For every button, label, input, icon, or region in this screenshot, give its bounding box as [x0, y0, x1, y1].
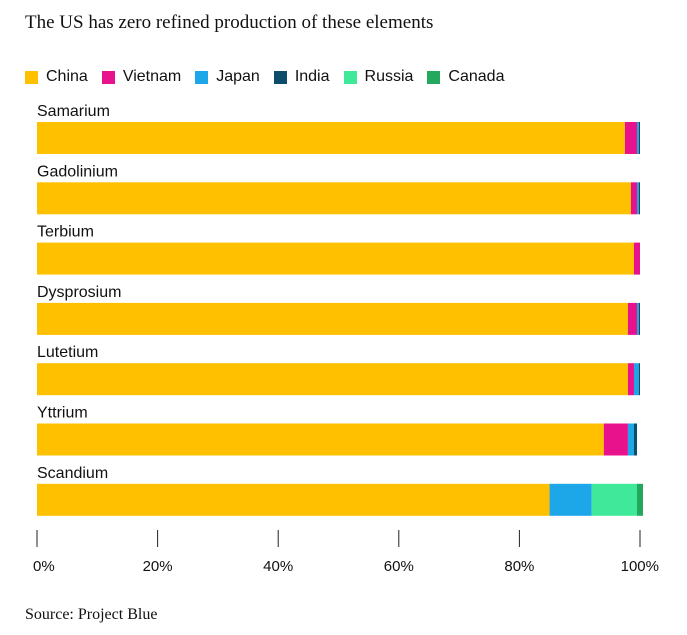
category-label-yttrium: Yttrium — [37, 405, 88, 422]
bar-terbium-china — [37, 242, 634, 275]
legend-swatch-india — [273, 70, 287, 84]
legend-item-canada: Canada — [427, 68, 504, 86]
bar-scandium-russia — [591, 483, 637, 516]
bar-chart: Samarium Gadolinium Terbium Dysprosium Lutet… — [33, 103, 659, 575]
bar-dysprosium-japan — [636, 302, 639, 335]
bar-samarium-china — [37, 122, 625, 154]
legend: China Vietnam Japan India Russia Canada — [25, 66, 518, 88]
legend-label-vietnam: Vietnam — [122, 68, 182, 85]
bar-gadolinium-china — [37, 182, 631, 215]
legend-label-japan: Japan — [216, 68, 260, 85]
x-tick-label-1: 20% — [143, 558, 173, 575]
x-tick-label-4: 80% — [504, 558, 534, 575]
x-tick-label-0: 0% — [33, 558, 55, 575]
bar-yttrium-vietnam — [603, 423, 628, 456]
bar-dysprosium-india — [638, 302, 640, 335]
category-label-scandium: Scandium — [37, 465, 108, 482]
bar-samarium-vietnam — [624, 122, 637, 154]
bar-gadolinium-vietnam — [630, 182, 637, 215]
bar-yttrium-china — [37, 423, 604, 456]
bar-scandium-china — [37, 483, 550, 516]
legend-swatch-china — [25, 70, 38, 84]
legend-item-russia: Russia — [343, 68, 414, 86]
x-tick-label-3: 60% — [384, 558, 414, 575]
legend-swatch-russia — [343, 70, 357, 84]
bar-lutetium-japan — [633, 363, 639, 396]
legend-label-china: China — [46, 68, 88, 85]
legend-label-canada: Canada — [448, 68, 505, 85]
x-tick-label-2: 40% — [263, 558, 293, 575]
category-label-terbium: Terbium — [37, 224, 94, 241]
bar-dysprosium-vietnam — [627, 302, 637, 335]
bar-terbium-vietnam — [633, 242, 640, 275]
category-label-dysprosium: Dysprosium — [37, 284, 121, 301]
bar-gadolinium-japan — [636, 182, 639, 215]
category-label-lutetium: Lutetium — [37, 344, 98, 361]
bar-lutetium-india — [638, 363, 640, 396]
legend-swatch-canada — [427, 70, 441, 84]
bar-yttrium-japan — [627, 423, 634, 456]
category-label-gadolinium: Gadolinium — [37, 163, 118, 180]
source-note: Source: Project Blue — [25, 606, 158, 623]
legend-item-japan: Japan — [195, 68, 260, 86]
bar-yttrium-india — [633, 423, 637, 456]
bar-scandium-japan — [549, 483, 592, 516]
legend-swatch-vietnam — [101, 70, 115, 84]
bar-gadolinium-india — [638, 182, 640, 215]
x-tick-label-5: 100% — [621, 558, 659, 575]
legend-item-vietnam: Vietnam — [101, 68, 182, 86]
bar-samarium-japan — [636, 122, 639, 154]
legend-label-india: India — [294, 68, 330, 85]
bar-scandium-canada — [636, 483, 644, 516]
legend-item-china: China — [25, 68, 88, 86]
bar-dysprosium-china — [37, 302, 628, 335]
legend-label-russia: Russia — [364, 68, 414, 85]
category-label-samarium: Samarium — [37, 103, 110, 120]
legend-item-india: India — [273, 68, 330, 86]
bar-lutetium-china — [37, 363, 628, 396]
chart-title: The US has zero refined production of th… — [25, 12, 434, 33]
bar-samarium-india — [638, 122, 640, 154]
legend-swatch-japan — [195, 70, 209, 84]
bar-lutetium-vietnam — [627, 363, 634, 396]
